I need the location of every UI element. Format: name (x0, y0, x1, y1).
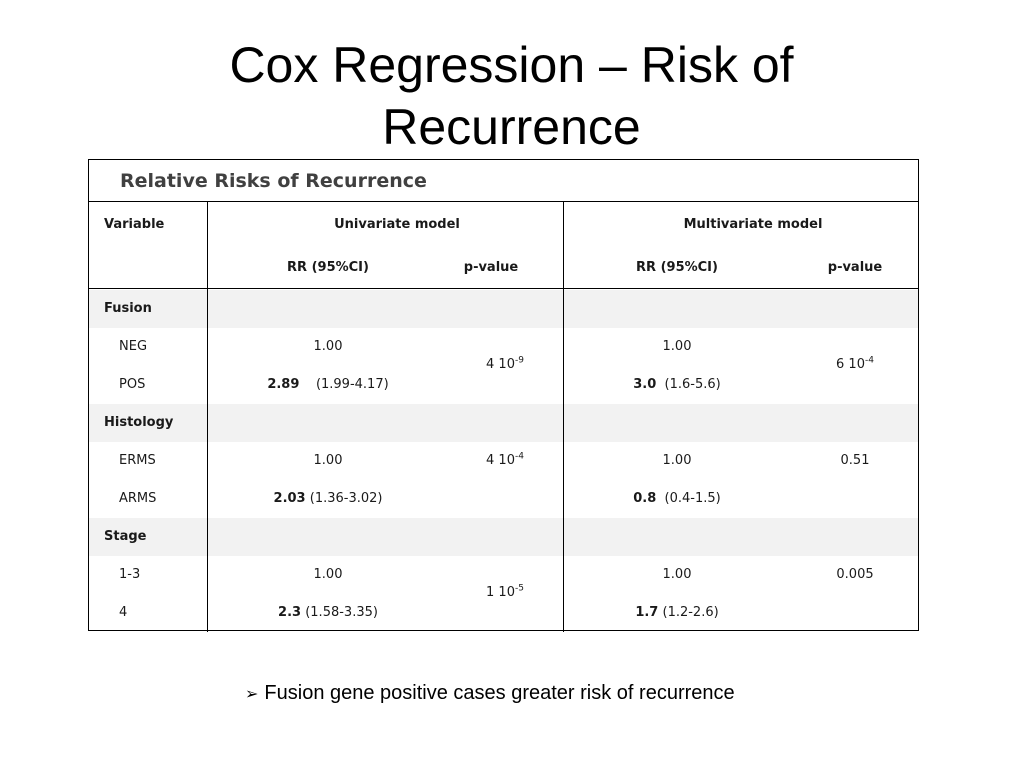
row-label-erms: ERMS (119, 453, 156, 468)
uni-rr-erms: 1.00 (313, 453, 343, 468)
uni-rr-neg: 1.00 (313, 339, 343, 354)
row-label-stage-1-3: 1-3 (119, 567, 141, 582)
multi-rr-arms: 0.8 (0.4-1.5) (633, 491, 721, 506)
arrow-bullet-icon: ➢ (245, 686, 259, 703)
table-caption: Relative Risks of Recurrence (89, 160, 918, 202)
header-multi-pvalue: p-value (827, 260, 883, 275)
group-label-stage: Stage (104, 529, 147, 544)
slide-title-line-1: Cox Regression – Risk of (229, 37, 794, 93)
uni-rr-stage-4: 2.3 (1.58-3.35) (278, 605, 378, 620)
group-label-histology: Histology (104, 415, 174, 430)
header-multi-rr: RR (95%CI) (636, 260, 718, 275)
header-univariate-model: Univariate model (334, 217, 460, 232)
header-multivariate-model: Multivariate model (683, 217, 823, 232)
uni-pvalue-fusion: 4 10-9 (486, 355, 524, 372)
group-band-fusion (89, 290, 918, 328)
column-divider-variable (207, 202, 208, 632)
multi-rr-stage-4: 1.7 (1.2-2.6) (635, 605, 719, 620)
uni-rr-stage-1-3: 1.00 (313, 567, 343, 582)
uni-rr-pos: 2.89 (1.99-4.17) (267, 377, 389, 392)
table-caption-text: Relative Risks of Recurrence (120, 170, 427, 192)
group-label-fusion: Fusion (104, 301, 152, 316)
multi-rr-pos: 3.0 (1.6-5.6) (633, 377, 721, 392)
slide-title: Cox Regression – Risk of Recurrence (0, 34, 1023, 158)
header-uni-pvalue: p-value (463, 260, 519, 275)
uni-rr-arms: 2.03 (1.36-3.02) (273, 491, 383, 506)
multi-pvalue-fusion: 6 10-4 (836, 355, 874, 372)
slide-title-line-2: Recurrence (382, 99, 641, 155)
group-band-stage (89, 518, 918, 556)
multi-rr-stage-1-3: 1.00 (662, 567, 692, 582)
bullet-text: Fusion gene positive cases greater risk … (264, 682, 735, 704)
multi-rr-erms: 1.00 (662, 453, 692, 468)
multi-pvalue-histology: 0.51 (840, 453, 870, 468)
row-label-stage-4: 4 (119, 605, 128, 620)
group-band-histology (89, 404, 918, 442)
bullet-point: ➢ Fusion gene positive cases greater risk… (245, 682, 735, 705)
row-label-pos: POS (119, 377, 146, 392)
multi-rr-neg: 1.00 (662, 339, 692, 354)
header-divider (89, 288, 918, 289)
relative-risks-table: Relative Risks of Recurrence Variable Un… (88, 159, 919, 632)
uni-pvalue-stage: 1 10-5 (486, 583, 524, 600)
header-variable: Variable (104, 217, 165, 232)
row-label-neg: NEG (119, 339, 148, 354)
header-uni-rr: RR (95%CI) (287, 260, 369, 275)
row-label-arms: ARMS (119, 491, 157, 506)
column-divider-models (563, 202, 564, 632)
multi-pvalue-stage: 0.005 (836, 567, 874, 582)
uni-pvalue-histology: 4 10-4 (486, 451, 524, 468)
